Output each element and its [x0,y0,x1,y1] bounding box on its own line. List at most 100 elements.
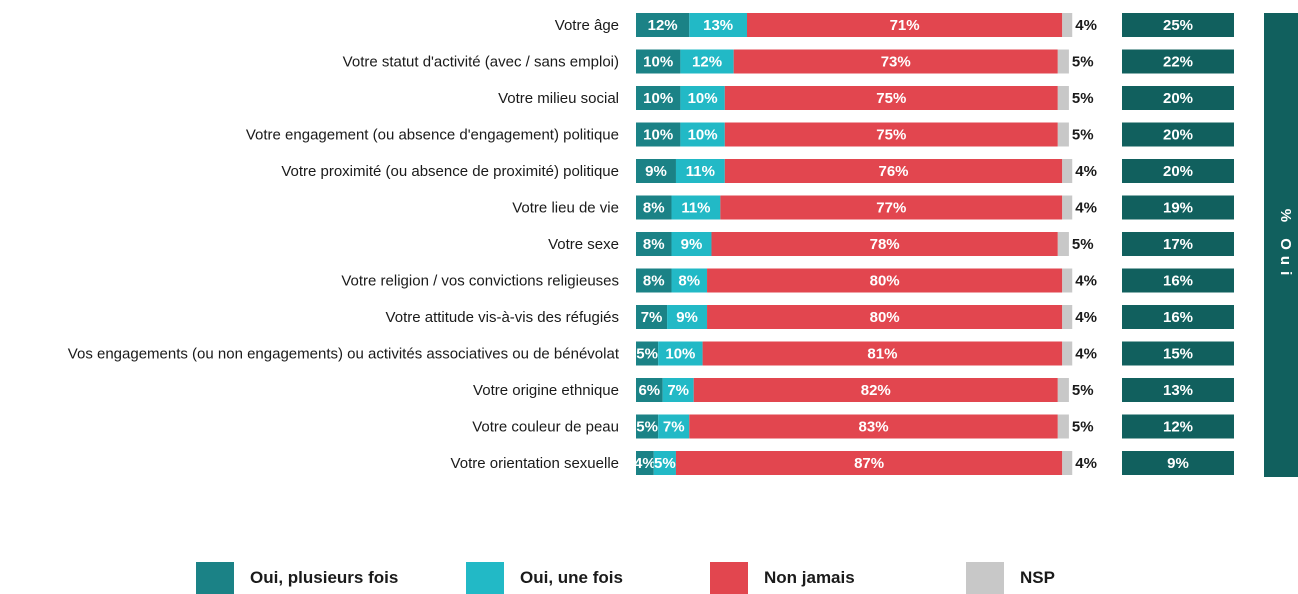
data-label: 4% [1075,200,1097,217]
bar-segment [724,159,1063,183]
category-label: Votre sexe [548,236,619,253]
bar-segment [671,268,708,293]
total-box [1122,451,1234,475]
legend-swatch [966,562,1004,594]
data-label: 9% [681,236,703,253]
data-label: 81% [867,346,897,363]
legend-label: Non jamais [764,568,855,587]
total-box [1122,305,1234,329]
data-label: 8% [643,236,665,253]
total-label: 9% [1167,455,1189,472]
data-label: 10% [643,90,673,107]
bar-segment [636,341,659,366]
bar-segment [636,49,681,74]
data-label: 7% [667,382,689,399]
category-label: Votre lieu de vie [512,200,619,217]
data-label: 12% [648,17,678,34]
bar-segment [671,195,721,220]
bar-segment [680,49,734,74]
data-label: 9% [676,309,698,326]
legend-label: Oui, plusieurs fois [250,568,399,587]
category-label: Votre proximité (ou absence de proximité… [281,163,619,180]
total-box [1122,195,1234,220]
data-label: 4% [634,455,656,472]
data-label: 6% [638,382,660,399]
category-label: Votre attitude vis-à-vis des réfugiés [386,309,619,326]
data-label: 4% [1075,309,1097,326]
bar-segment [636,122,681,147]
bar-segment [1057,49,1069,74]
total-label: 13% [1163,382,1193,399]
legend-label: Oui, une fois [520,568,623,587]
legend-swatch [466,562,504,594]
total-box [1122,268,1234,293]
bar-segment [747,13,1063,37]
legend-item: Oui, une fois [466,562,623,594]
data-label: 82% [861,382,891,399]
bar-segment [671,232,712,256]
data-label: 9% [645,163,667,180]
side-panel [1264,13,1298,477]
category-label: Votre engagement (ou absence d'engagemen… [246,127,619,144]
total-label: 20% [1163,163,1193,180]
oui-total-side-panel: % Oui [1264,13,1298,477]
bar-segment [636,13,690,37]
data-label: 75% [876,127,906,144]
total-label: 25% [1163,17,1193,34]
bar-segment [1062,159,1073,183]
bar-segment [724,86,1058,110]
data-label: 87% [854,455,884,472]
bar-segment [720,195,1063,220]
bar-segment [1057,414,1069,439]
bar-segment [636,232,672,256]
bar-segment [689,414,1058,439]
bar-segment [667,305,708,329]
legend-label: NSP [1020,568,1055,587]
bar-segment [724,122,1058,147]
bar-segment [636,86,681,110]
side-panel-label: % Oui [1277,209,1294,282]
bar-segment [658,414,690,439]
data-label: 5% [636,346,658,363]
bar-segment [1057,378,1069,402]
data-label: 13% [703,17,733,34]
total-box [1122,341,1234,366]
data-label: 5% [1072,54,1094,71]
data-label: 5% [1072,382,1094,399]
total-label: 22% [1163,54,1193,71]
bar-segment [636,414,659,439]
data-label: 4% [1075,17,1097,34]
stacked-bar-chart: Votre âge 12% 13% 71% 4% 25% Votre statut d'ac… [68,13,1298,477]
bar-segment [680,122,725,147]
data-label: 80% [870,309,900,326]
bar-segment [1062,451,1073,475]
data-label: 4% [1075,273,1097,290]
data-label: 10% [643,54,673,71]
bar-segment [1062,13,1073,37]
data-label: 5% [1072,419,1094,436]
data-label: 73% [881,54,911,71]
category-label: Votre couleur de peau [472,419,619,436]
data-label: 5% [1072,236,1094,253]
total-label: 16% [1163,309,1193,326]
bar-segment [711,232,1058,256]
data-label: 4% [1075,455,1097,472]
bar-segment [636,305,668,329]
bar-segment [658,341,703,366]
bar-segment [636,268,672,293]
data-label: 5% [636,419,658,436]
bar-segment [1062,195,1073,220]
data-label: 80% [870,273,900,290]
bar-segment [1057,232,1069,256]
total-label: 17% [1163,236,1193,253]
data-label: 7% [663,419,685,436]
data-label: 75% [876,90,906,107]
bar-segment [636,195,672,220]
legend-swatch [710,562,748,594]
data-label: 11% [681,200,710,217]
legend-swatch [196,562,234,594]
category-label: Votre orientation sexuelle [451,455,619,472]
chart-legend: Oui, plusieurs fois Oui, une fois Non jama… [0,562,1298,594]
total-box [1122,378,1234,402]
bar-segment [689,13,747,37]
